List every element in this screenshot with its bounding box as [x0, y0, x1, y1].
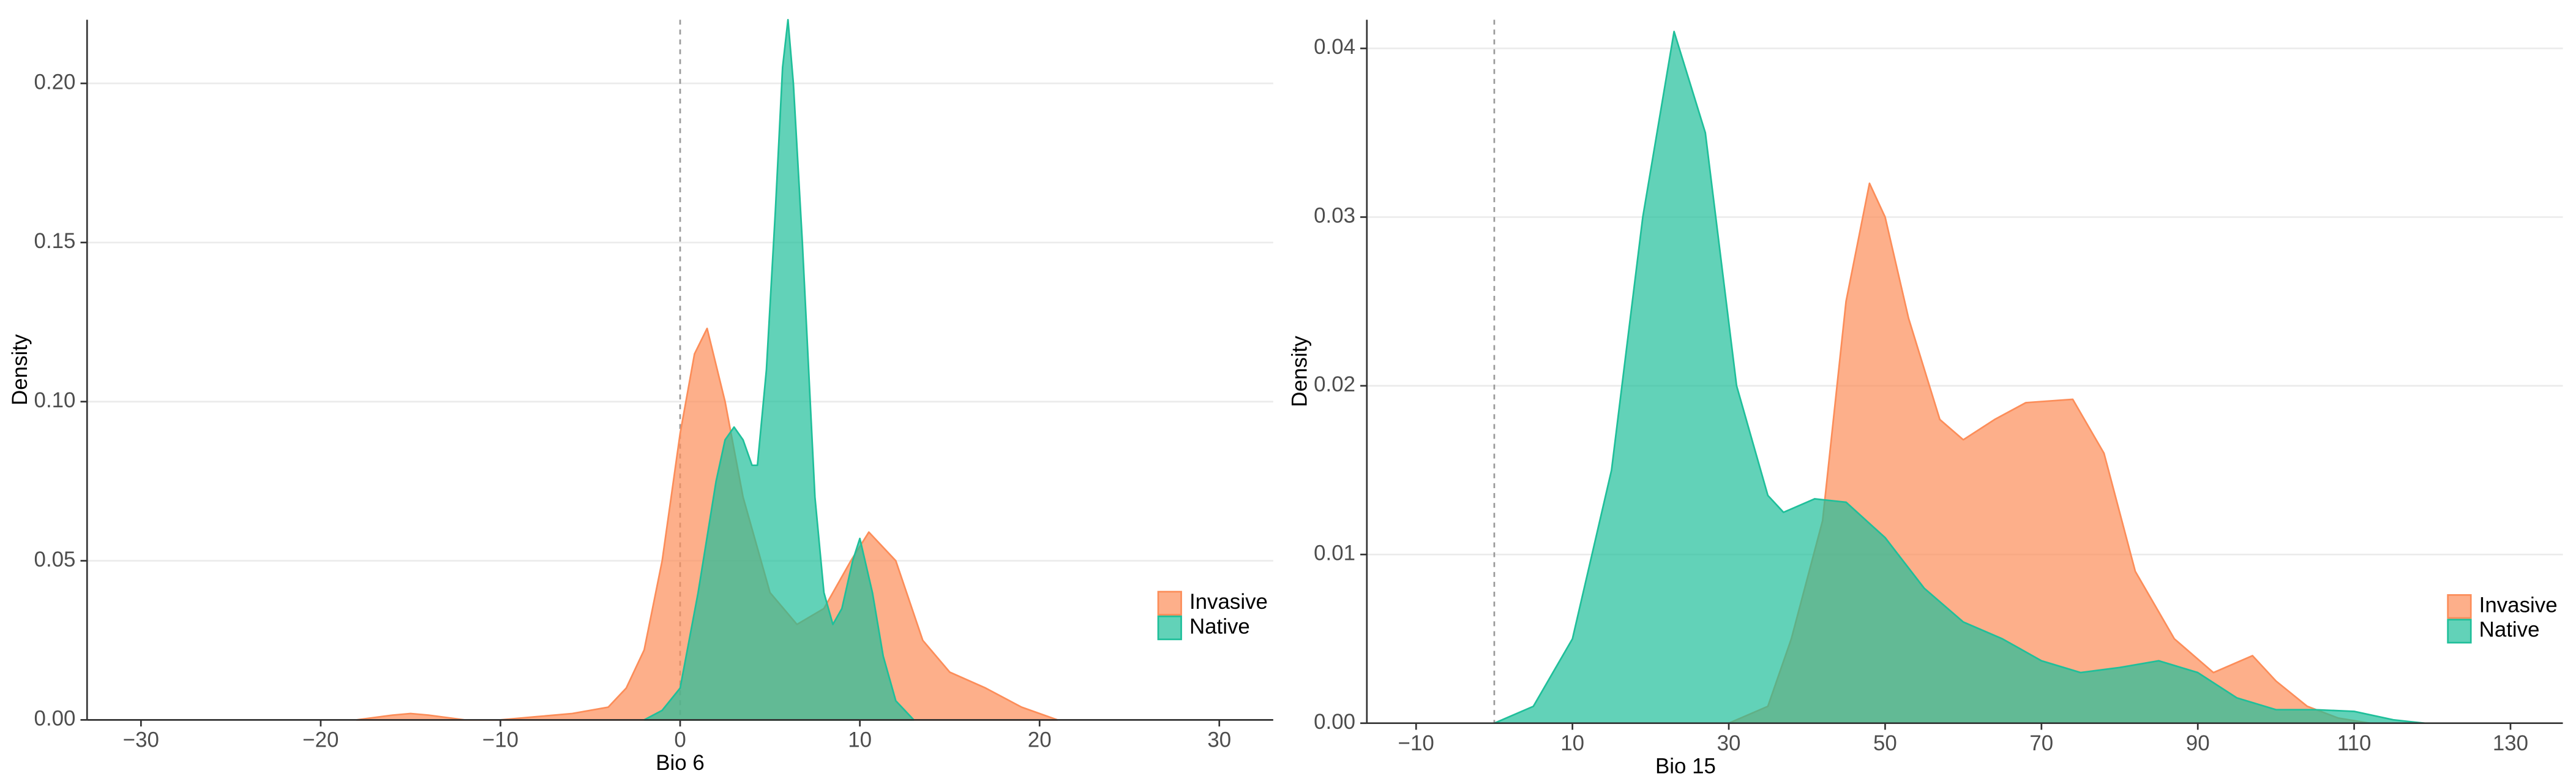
x-tick-label: −10 — [482, 728, 519, 752]
x-axis-title: Bio 6 — [656, 751, 705, 775]
y-tick-label: 0.15 — [34, 229, 76, 253]
y-tick-label: 0.02 — [1314, 372, 1355, 396]
y-tick-label: 0.00 — [34, 707, 76, 731]
x-tick-label: 10 — [1560, 731, 1584, 755]
legend-swatch — [2447, 594, 2472, 619]
y-tick-label: 0.04 — [1314, 35, 1355, 59]
x-tick-label: 110 — [2337, 731, 2372, 755]
x-tick-label: 90 — [2186, 731, 2210, 755]
y-axis-title: Density — [8, 334, 32, 405]
legend-label: Native — [2479, 618, 2540, 642]
legend-swatch — [2447, 619, 2472, 644]
density-area — [643, 18, 915, 721]
y-tick-label: 0.20 — [34, 70, 76, 94]
legend-swatch — [1157, 590, 1182, 616]
x-tick-label: 0 — [674, 728, 686, 752]
x-tick-label: 30 — [1207, 728, 1231, 752]
legend-label: Native — [1189, 614, 1250, 638]
x-tick-label: 50 — [1873, 731, 1897, 755]
x-tick-label: 10 — [848, 728, 872, 752]
x-axis-title: Bio 15 — [1655, 754, 1716, 778]
y-tick-label: 0.05 — [34, 548, 76, 571]
x-tick-label: 30 — [1717, 731, 1741, 755]
y-tick-label: 0.03 — [1314, 204, 1355, 228]
legend-label: Invasive — [1189, 590, 1268, 614]
density-area — [1493, 31, 2425, 725]
x-tick-label: 20 — [1028, 728, 1052, 752]
legend-swatch — [1157, 615, 1182, 641]
x-tick-label: 70 — [2029, 731, 2053, 755]
x-tick-label: −30 — [123, 728, 159, 752]
x-tick-label: 130 — [2493, 731, 2528, 755]
y-axis-title: Density — [1288, 336, 1312, 407]
y-tick-label: 0.01 — [1314, 541, 1355, 565]
legend-label: Invasive — [2479, 593, 2558, 617]
y-tick-label: 0.10 — [34, 388, 76, 412]
y-tick-label: 0.00 — [1314, 710, 1355, 734]
x-tick-label: −20 — [302, 728, 339, 752]
x-tick-label: −10 — [1398, 731, 1434, 755]
